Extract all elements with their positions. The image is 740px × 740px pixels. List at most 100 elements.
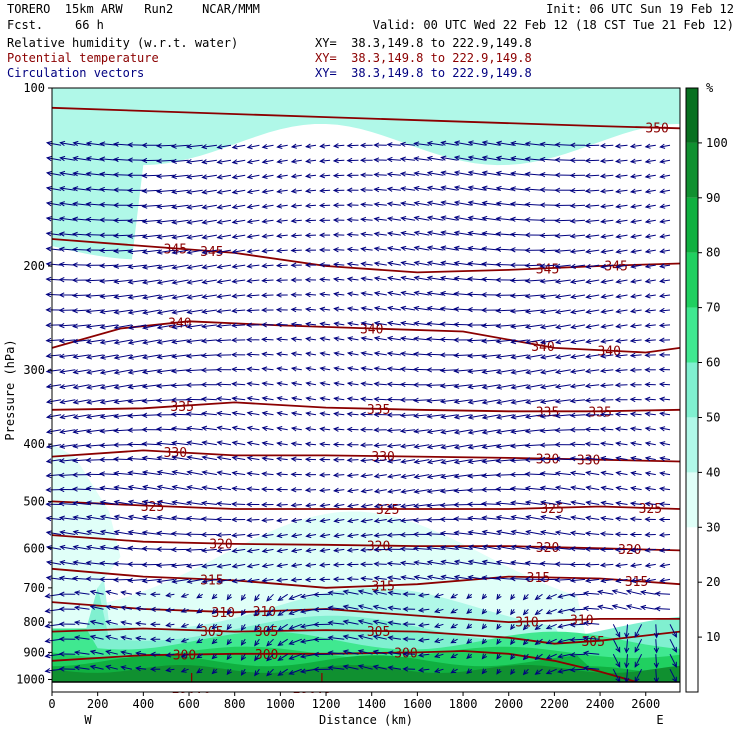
vector-arrowhead: [45, 443, 52, 449]
vector-arrowhead: [522, 624, 529, 631]
vector-arrowhead: [171, 309, 178, 315]
vector-arrow: [571, 339, 586, 343]
vector-arrowhead: [614, 547, 621, 553]
vector-arrowhead: [246, 144, 253, 150]
vector-arrowhead: [261, 263, 268, 269]
vector-arrowhead: [58, 651, 65, 657]
vector-arrowhead: [155, 158, 162, 164]
vector-arrowhead: [614, 143, 621, 149]
vector-arrow: [232, 234, 246, 238]
vector-arrowhead: [400, 260, 407, 266]
vector-arrowhead: [481, 384, 488, 390]
vector-arrow: [217, 534, 232, 536]
vector-arrowhead: [450, 623, 457, 629]
vector-arrowhead: [99, 339, 106, 345]
vector-arrow: [348, 504, 359, 507]
vector-arrow: [142, 369, 161, 373]
vector-arrow: [601, 249, 614, 253]
colorbar-segment: [686, 142, 698, 198]
vector-arrowhead: [216, 563, 223, 569]
vector-arrowhead: [557, 653, 564, 659]
vector-arrowhead: [539, 442, 546, 448]
theta-label-330: 330: [164, 446, 187, 461]
vector-arrow: [427, 414, 444, 418]
vector-arrowhead: [399, 517, 406, 524]
vector-arrowhead: [332, 172, 339, 179]
theta-contour-320: [51, 534, 681, 552]
vector-arrow: [482, 414, 501, 419]
vector-arrow: [128, 531, 147, 535]
vector-arrowhead: [342, 664, 349, 670]
vector-arrow: [157, 309, 175, 314]
vector-arrowhead: [584, 158, 591, 164]
vector-arrowhead: [510, 514, 517, 521]
vector-arrowhead: [614, 426, 621, 432]
vector-arrow: [262, 457, 274, 461]
vector-arrow: [187, 471, 203, 476]
vector-arrowhead: [149, 666, 156, 672]
vector-arrowhead: [171, 469, 178, 476]
vector-arrow: [334, 413, 345, 416]
vector-arrowhead: [240, 669, 247, 676]
vector-arrowhead: [85, 156, 92, 162]
vector-arrow: [289, 638, 302, 645]
vector-arrow: [262, 159, 274, 163]
vector-arrowhead: [554, 187, 561, 193]
vector-arrow: [525, 264, 543, 267]
vector-arrowhead: [186, 578, 193, 584]
vector-arrow: [305, 293, 317, 296]
forecast-hour: 66 h: [75, 18, 104, 32]
vector-arrowhead: [453, 260, 460, 266]
vector-arrow: [540, 324, 557, 328]
vector-arrow: [451, 608, 458, 614]
vector-arrowhead: [327, 620, 334, 626]
vector-arrow: [616, 159, 628, 162]
vector-arrow: [334, 474, 345, 476]
vector-arrowhead: [659, 411, 666, 417]
vector-arrowhead: [231, 144, 238, 150]
vector-arrowhead: [386, 351, 393, 357]
vector-arrowhead: [359, 157, 366, 163]
vector-arrow: [100, 384, 118, 389]
vector-arrowhead: [346, 487, 353, 494]
vector-arrow: [306, 204, 317, 207]
theta-label-315: 315: [200, 573, 223, 588]
vector-arrowhead: [105, 634, 112, 640]
vector-arrowhead: [434, 608, 441, 614]
vector-arrowhead: [266, 655, 272, 662]
x-tick-label: 1800: [449, 697, 478, 711]
vector-arrowhead: [570, 293, 577, 300]
vector-arrowhead: [439, 336, 446, 343]
vector-arrowhead: [495, 338, 502, 344]
vector-arrowhead: [373, 412, 380, 418]
vector-arrow: [414, 142, 430, 146]
vector-arrow: [100, 487, 118, 491]
vector-arrow: [247, 412, 260, 416]
vector-arrowhead: [625, 589, 632, 595]
vector-arrow: [277, 159, 288, 163]
vector-arrowhead: [275, 262, 282, 269]
vector-arrow: [631, 294, 642, 298]
vector-arrowhead: [615, 308, 622, 314]
vector-arrowhead: [659, 456, 666, 462]
vector-arrow: [358, 590, 373, 595]
vector-arrowhead: [59, 414, 66, 420]
vector-arrow: [113, 234, 132, 237]
vector-arrow: [232, 174, 246, 178]
vector-arrow: [320, 264, 331, 266]
vector-arrow: [525, 142, 543, 146]
vector-arrowhead: [413, 320, 420, 327]
vector-arrowhead: [599, 562, 606, 568]
vector-arrow: [128, 294, 147, 299]
vector-arrowhead: [99, 171, 106, 177]
vector-arrow: [172, 189, 189, 193]
vector-arrowhead: [332, 562, 339, 568]
vector-arrowhead: [453, 200, 460, 206]
vector-arrowhead: [141, 546, 148, 552]
vector-arrowhead: [554, 413, 561, 419]
vector-arrowhead: [333, 532, 340, 539]
vector-arrow: [232, 279, 246, 283]
vector-arrowhead: [597, 604, 604, 610]
theta-label-325: 325: [376, 503, 399, 518]
vector-arrow: [598, 591, 614, 595]
